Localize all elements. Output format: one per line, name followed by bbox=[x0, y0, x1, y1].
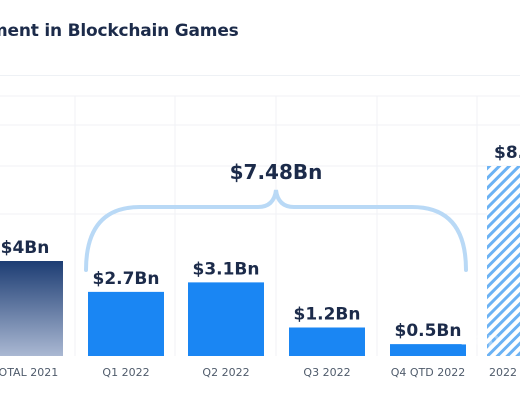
bars bbox=[0, 166, 520, 356]
category-label: Q1 2022 bbox=[102, 366, 149, 379]
labels: $4Bn TOTAL 2021 $2.7Bn Q1 2022 $3.1Bn Q2 2022… bbox=[0, 143, 520, 379]
value-label: $4Bn bbox=[1, 238, 50, 258]
category-label: Q2 2022 bbox=[202, 366, 249, 379]
bar-q4-qtd-2022 bbox=[390, 344, 466, 356]
grid-lines bbox=[0, 95, 520, 356]
bar-q3-2022 bbox=[289, 327, 365, 356]
value-label: $0.5Bn bbox=[394, 321, 461, 341]
value-label: $1.2Bn bbox=[293, 305, 360, 325]
title-divider bbox=[0, 75, 520, 76]
bar-total-2021 bbox=[0, 261, 63, 356]
value-label: $8. bbox=[494, 143, 520, 163]
bracket: $7.48Bn bbox=[84, 160, 468, 272]
category-label: Q4 QTD 2022 bbox=[391, 366, 466, 379]
bracket-total-label: $7.48Bn bbox=[230, 160, 323, 184]
bar-q1-2022 bbox=[88, 291, 164, 356]
bracket-path bbox=[84, 189, 468, 272]
category-label: 2022 F bbox=[489, 366, 520, 379]
category-label: Q3 2022 bbox=[303, 366, 350, 379]
bar-q2-2022 bbox=[188, 282, 264, 356]
value-label: $3.1Bn bbox=[192, 259, 259, 279]
watermark: Dap bbox=[460, 329, 500, 350]
value-label: $2.7Bn bbox=[92, 269, 159, 289]
chart-title: ment in Blockchain Games bbox=[0, 21, 239, 41]
bar-2022-f bbox=[487, 166, 520, 356]
category-label: TOTAL 2021 bbox=[0, 366, 58, 379]
